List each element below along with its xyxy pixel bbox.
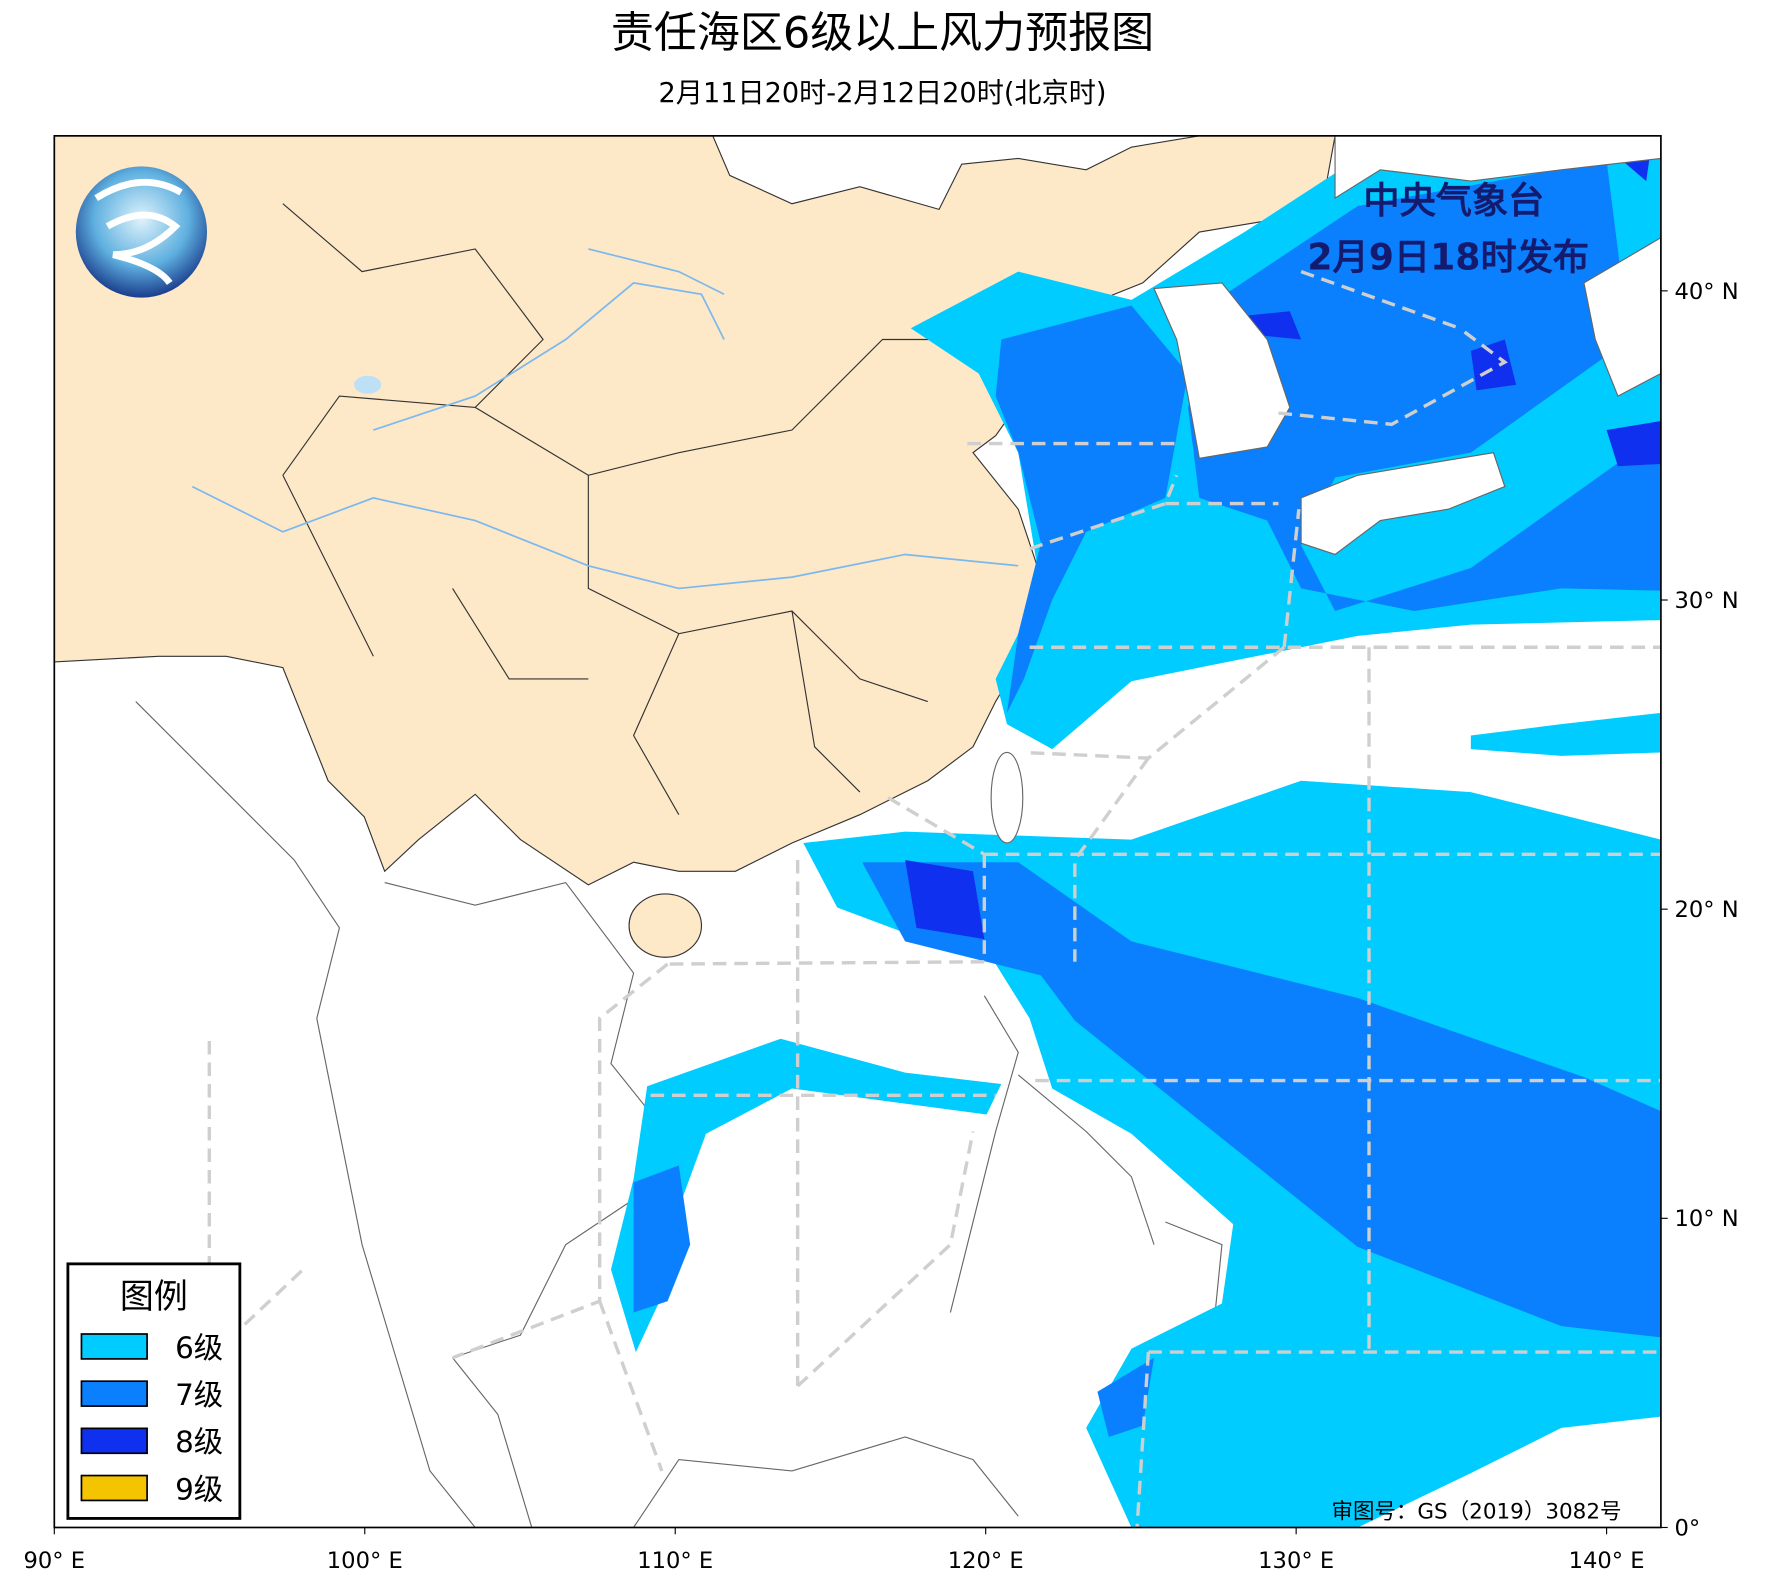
legend: 图例 6级 7级 8级 9级: [66, 1262, 242, 1520]
legend-label: 9级: [175, 1472, 223, 1506]
x-tick-label: 140° E: [1569, 1548, 1645, 1574]
legend-label: 8级: [175, 1425, 223, 1459]
korea: [1153, 282, 1291, 459]
legend-swatch: [80, 1474, 148, 1502]
taiwan: [990, 751, 1024, 844]
x-tick-label: 120° E: [948, 1548, 1024, 1574]
legend-label: 6级: [175, 1331, 223, 1365]
y-tick-label: 10° N: [1674, 1206, 1738, 1232]
russia-coast: [1334, 135, 1661, 200]
review-number: 审图号：GS（2019）3082号: [1331, 1499, 1621, 1524]
map-area: [54, 135, 1661, 1528]
legend-title: 图例: [120, 1277, 188, 1317]
x-tick-label: 100° E: [327, 1548, 403, 1574]
issuer-name: 中央气象台: [1363, 179, 1544, 222]
hainan: [628, 893, 703, 958]
sea-area-boundaries: [207, 270, 1661, 1528]
subtitle: 2月11日20时-2月12日20时(北京时): [659, 78, 1107, 109]
cma-logo: [75, 166, 208, 298]
japan: [1300, 237, 1661, 556]
y-tick-label: 40° N: [1674, 279, 1738, 305]
y-tick-label: 20° N: [1674, 897, 1738, 923]
legend-swatch: [80, 1333, 148, 1360]
x-tick-label: 90° E: [24, 1548, 86, 1574]
map-frame: [53, 134, 1662, 1529]
issue-time: 2月9日18时发布: [1307, 235, 1589, 278]
axes: 90° E 100° E 110° E 120° E 130° E 140° E 0° 10°…: [24, 279, 1739, 1574]
y-tick-label: 30° N: [1674, 588, 1738, 614]
y-tick-label: 0°: [1674, 1515, 1700, 1541]
x-tick-label: 130° E: [1258, 1548, 1334, 1574]
legend-swatch: [80, 1380, 148, 1407]
x-tick-label: 110° E: [637, 1548, 713, 1574]
title: 责任海区6级以上风力预报图: [611, 9, 1154, 59]
legend-label: 7级: [175, 1378, 223, 1412]
legend-swatch: [80, 1427, 148, 1455]
